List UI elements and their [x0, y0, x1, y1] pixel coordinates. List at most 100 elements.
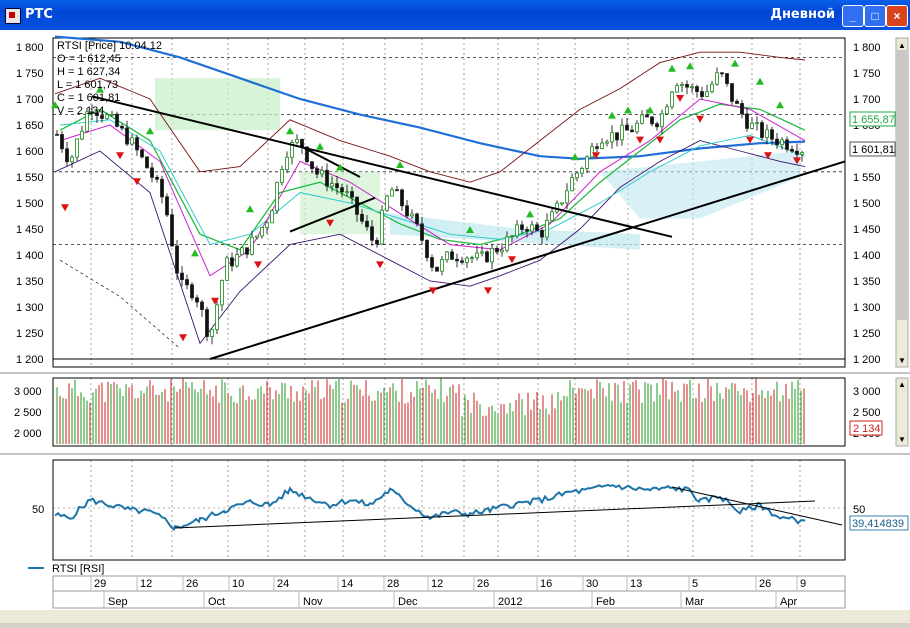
- price-tick-left: 1 500: [16, 198, 44, 210]
- candle-body: [435, 266, 439, 272]
- candle-body: [220, 280, 224, 306]
- candle-body: [590, 146, 594, 158]
- date-tick-day: 24: [277, 578, 289, 590]
- price-tick-left: 1 400: [16, 250, 44, 262]
- signal-down-arrow: [429, 287, 437, 295]
- price-tick-right: 1 300: [853, 302, 881, 314]
- candle-body: [625, 124, 629, 131]
- candle-body: [720, 72, 724, 75]
- horizontal-scrollbar[interactable]: [0, 610, 910, 623]
- signal-up-arrow: [731, 59, 739, 67]
- signal-down-arrow: [179, 334, 187, 342]
- candle-body: [665, 106, 669, 115]
- signal-up-arrow: [246, 205, 254, 213]
- price-tick-left: 1 350: [16, 276, 44, 288]
- volume-bars: [56, 378, 805, 444]
- candle-body: [190, 284, 194, 299]
- signal-down-arrow: [484, 287, 492, 295]
- price-tick-right: 1 750: [853, 68, 881, 80]
- candle-body: [670, 91, 674, 108]
- price-tick-right: 1 200: [853, 354, 881, 366]
- candle-body: [65, 148, 69, 163]
- candle-body: [295, 138, 299, 143]
- candle-body: [315, 168, 319, 175]
- candle-body: [335, 183, 339, 189]
- chart-area: ▲ ▼ ▲ ▼ 1 800 1 800 1 750 1 750 1 700 1 700 1 …: [0, 30, 910, 623]
- date-tick-month: Feb: [596, 596, 615, 608]
- candle-body: [750, 122, 754, 129]
- date-tick-day: 14: [341, 578, 353, 590]
- scroll-up-icon[interactable]: ▲: [898, 380, 906, 389]
- candle-body: [490, 247, 494, 263]
- candle-body: [755, 122, 759, 124]
- candle-body: [230, 257, 234, 267]
- candle-body: [745, 113, 749, 129]
- signal-up-arrow: [624, 106, 632, 114]
- maximize-button[interactable]: □: [864, 5, 886, 27]
- candle-body: [150, 167, 154, 178]
- signal-down-arrow: [696, 115, 704, 123]
- volume-scrollbar[interactable]: [895, 377, 909, 447]
- price-tick-left: 1 450: [16, 224, 44, 236]
- date-tick-day: 26: [186, 578, 198, 590]
- signal-up-arrow: [286, 127, 294, 135]
- candle-body: [365, 220, 369, 228]
- candle-body: [340, 187, 344, 193]
- candle-body: [380, 209, 384, 245]
- candle-body: [580, 168, 584, 174]
- signal-up-arrow: [191, 249, 199, 257]
- date-tick-day: 5: [692, 578, 698, 590]
- rsi-tick-left: 50: [32, 504, 44, 516]
- signal-up-arrow: [756, 77, 764, 85]
- date-tick-day: 28: [387, 578, 399, 590]
- candle-body: [245, 247, 249, 255]
- legend-close: C = 1 601,81: [57, 92, 120, 104]
- close-button[interactable]: ×: [886, 5, 908, 27]
- signal-down-arrow: [254, 261, 262, 269]
- signal-up-arrow: [396, 161, 404, 168]
- volume-tick-right: 3 000: [853, 386, 881, 398]
- price-label-green-box: [849, 111, 896, 127]
- candle-body: [640, 114, 644, 124]
- trendline-support: [209, 160, 846, 360]
- candle-body: [600, 142, 604, 149]
- price-tick-left: 1 650: [16, 120, 44, 132]
- candle-body: [260, 227, 264, 237]
- candle-body: [620, 124, 624, 141]
- minimize-button[interactable]: _: [842, 5, 864, 27]
- candle-body: [175, 245, 179, 274]
- candle-body: [690, 86, 694, 89]
- trendlines: [91, 95, 846, 360]
- candle-body: [775, 138, 779, 146]
- candle-body: [385, 195, 389, 211]
- price-panel-frame: [52, 37, 846, 368]
- signal-up-arrow: [686, 62, 694, 70]
- scroll-up-icon[interactable]: ▲: [898, 41, 906, 50]
- candle-body: [55, 133, 59, 136]
- signal-line-magenta: [59, 98, 806, 277]
- scroll-down-icon[interactable]: ▼: [898, 356, 906, 365]
- price-tick-left: 1 250: [16, 328, 44, 340]
- candle-body: [120, 125, 124, 129]
- price-scrollbar-thumb[interactable]: [897, 50, 907, 320]
- volume-label-current: 2 134: [853, 423, 881, 435]
- signal-up-arrow: [51, 101, 59, 109]
- rsi-legend-label: RTSI [RSI]: [52, 563, 104, 575]
- price-tick-left: 1 300: [16, 302, 44, 314]
- price-tick-right: 1 350: [853, 276, 881, 288]
- signal-down-arrow: [61, 204, 69, 212]
- candle-body: [200, 301, 204, 310]
- candle-body: [570, 177, 574, 192]
- candle-body: [165, 196, 169, 216]
- date-tick-month: Dec: [398, 596, 418, 608]
- price-tick-right: 1 250: [853, 328, 881, 340]
- scroll-down-icon[interactable]: ▼: [898, 435, 906, 444]
- candle-body: [485, 251, 489, 263]
- date-tick-month: Mar: [685, 596, 704, 608]
- candle-body: [795, 150, 799, 155]
- candle-body: [760, 122, 764, 138]
- candle-body: [545, 220, 549, 238]
- candle-body: [585, 156, 589, 169]
- candle-body: [535, 224, 539, 231]
- candle-body: [275, 181, 279, 212]
